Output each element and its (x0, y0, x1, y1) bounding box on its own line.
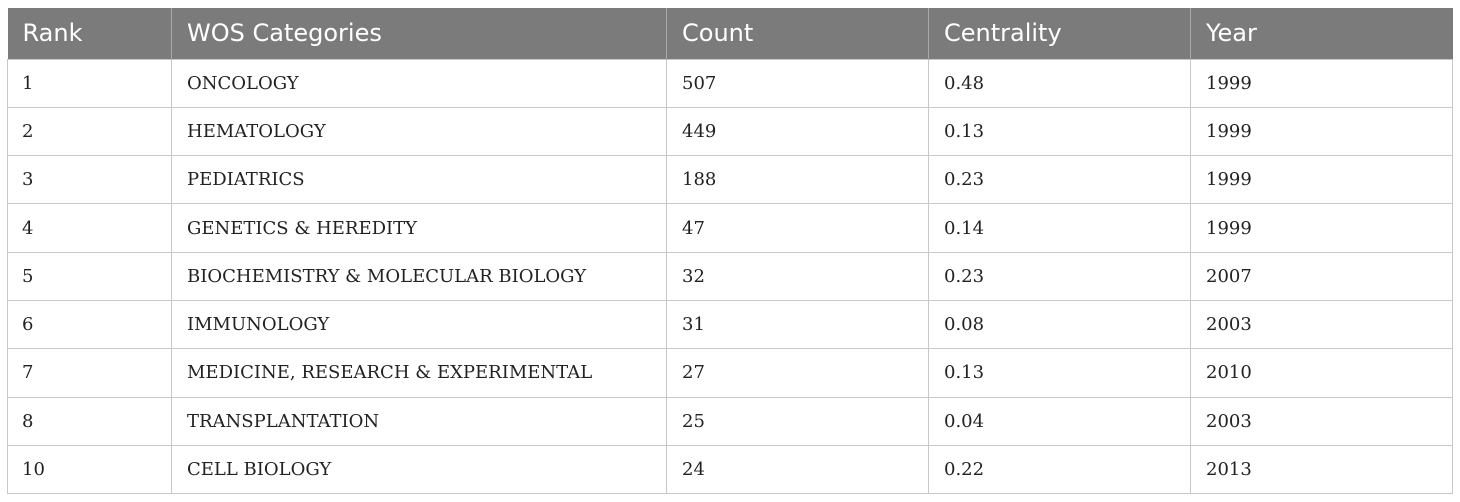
cell-count: 188 (666, 155, 929, 205)
cell-rank: 10 (7, 444, 172, 495)
header-centrality: Centrality (928, 8, 1191, 59)
table-row: 7 MEDICINE, RESEARCH & EXPERIMENTAL 27 0… (7, 348, 1453, 398)
cell-year: 2010 (1190, 348, 1453, 398)
cell-count: 507 (666, 58, 929, 108)
cell-year: 1999 (1190, 106, 1453, 157)
table-row: 1 ONCOLOGY 507 0.48 1999 (7, 58, 1453, 108)
wos-categories-table-container: Rank WOS Categories Count Centrality Yea… (7, 8, 1453, 495)
cell-year: 2007 (1190, 251, 1453, 301)
cell-count: 24 (666, 444, 929, 495)
cell-centrality: 0.48 (928, 58, 1191, 108)
cell-rank: 1 (7, 58, 172, 108)
cell-rank: 2 (7, 106, 172, 157)
cell-count: 27 (666, 348, 929, 398)
cell-category: IMMUNOLOGY (171, 299, 667, 350)
cell-rank: 8 (7, 396, 172, 446)
header-row: Rank WOS Categories Count Centrality Yea… (7, 8, 1453, 59)
wos-categories-table: Rank WOS Categories Count Centrality Yea… (7, 8, 1453, 495)
table-row: 3 PEDIATRICS 188 0.23 1999 (7, 155, 1453, 205)
cell-year: 1999 (1190, 155, 1453, 205)
table-row: 5 BIOCHEMISTRY & MOLECULAR BIOLOGY 32 0.… (7, 251, 1453, 301)
cell-year: 1999 (1190, 58, 1453, 108)
cell-category: CELL BIOLOGY (171, 444, 667, 495)
cell-centrality: 0.23 (928, 251, 1191, 301)
cell-centrality: 0.14 (928, 203, 1191, 253)
cell-count: 31 (666, 299, 929, 350)
cell-centrality: 0.08 (928, 299, 1191, 350)
cell-category: GENETICS & HEREDITY (171, 203, 667, 253)
cell-rank: 6 (7, 299, 172, 350)
cell-year: 1999 (1190, 203, 1453, 253)
cell-count: 32 (666, 251, 929, 301)
cell-category: HEMATOLOGY (171, 106, 667, 157)
cell-count: 47 (666, 203, 929, 253)
cell-rank: 5 (7, 251, 172, 301)
header-year: Year (1190, 8, 1453, 59)
cell-category: TRANSPLANTATION (171, 396, 667, 446)
table-row: 4 GENETICS & HEREDITY 47 0.14 1999 (7, 203, 1453, 253)
table-body: 1 ONCOLOGY 507 0.48 1999 2 HEMATOLOGY 44… (7, 58, 1453, 495)
header-count: Count (666, 8, 929, 59)
cell-centrality: 0.13 (928, 348, 1191, 398)
table-row: 2 HEMATOLOGY 449 0.13 1999 (7, 106, 1453, 157)
header-rank: Rank (7, 8, 172, 59)
header-wos-categories: WOS Categories (171, 8, 667, 59)
cell-rank: 7 (7, 348, 172, 398)
cell-category: ONCOLOGY (171, 58, 667, 108)
table-row: 6 IMMUNOLOGY 31 0.08 2003 (7, 299, 1453, 350)
cell-centrality: 0.22 (928, 444, 1191, 495)
table-header: Rank WOS Categories Count Centrality Yea… (7, 8, 1453, 59)
cell-count: 25 (666, 396, 929, 446)
cell-rank: 3 (7, 155, 172, 205)
cell-year: 2013 (1190, 444, 1453, 495)
cell-year: 2003 (1190, 299, 1453, 350)
cell-count: 449 (666, 106, 929, 157)
cell-rank: 4 (7, 203, 172, 253)
cell-category: PEDIATRICS (171, 155, 667, 205)
table-row: 8 TRANSPLANTATION 25 0.04 2003 (7, 396, 1453, 446)
cell-category: BIOCHEMISTRY & MOLECULAR BIOLOGY (171, 251, 667, 301)
cell-centrality: 0.13 (928, 106, 1191, 157)
cell-year: 2003 (1190, 396, 1453, 446)
cell-centrality: 0.04 (928, 396, 1191, 446)
table-row: 10 CELL BIOLOGY 24 0.22 2013 (7, 444, 1453, 495)
cell-category: MEDICINE, RESEARCH & EXPERIMENTAL (171, 348, 667, 398)
cell-centrality: 0.23 (928, 155, 1191, 205)
